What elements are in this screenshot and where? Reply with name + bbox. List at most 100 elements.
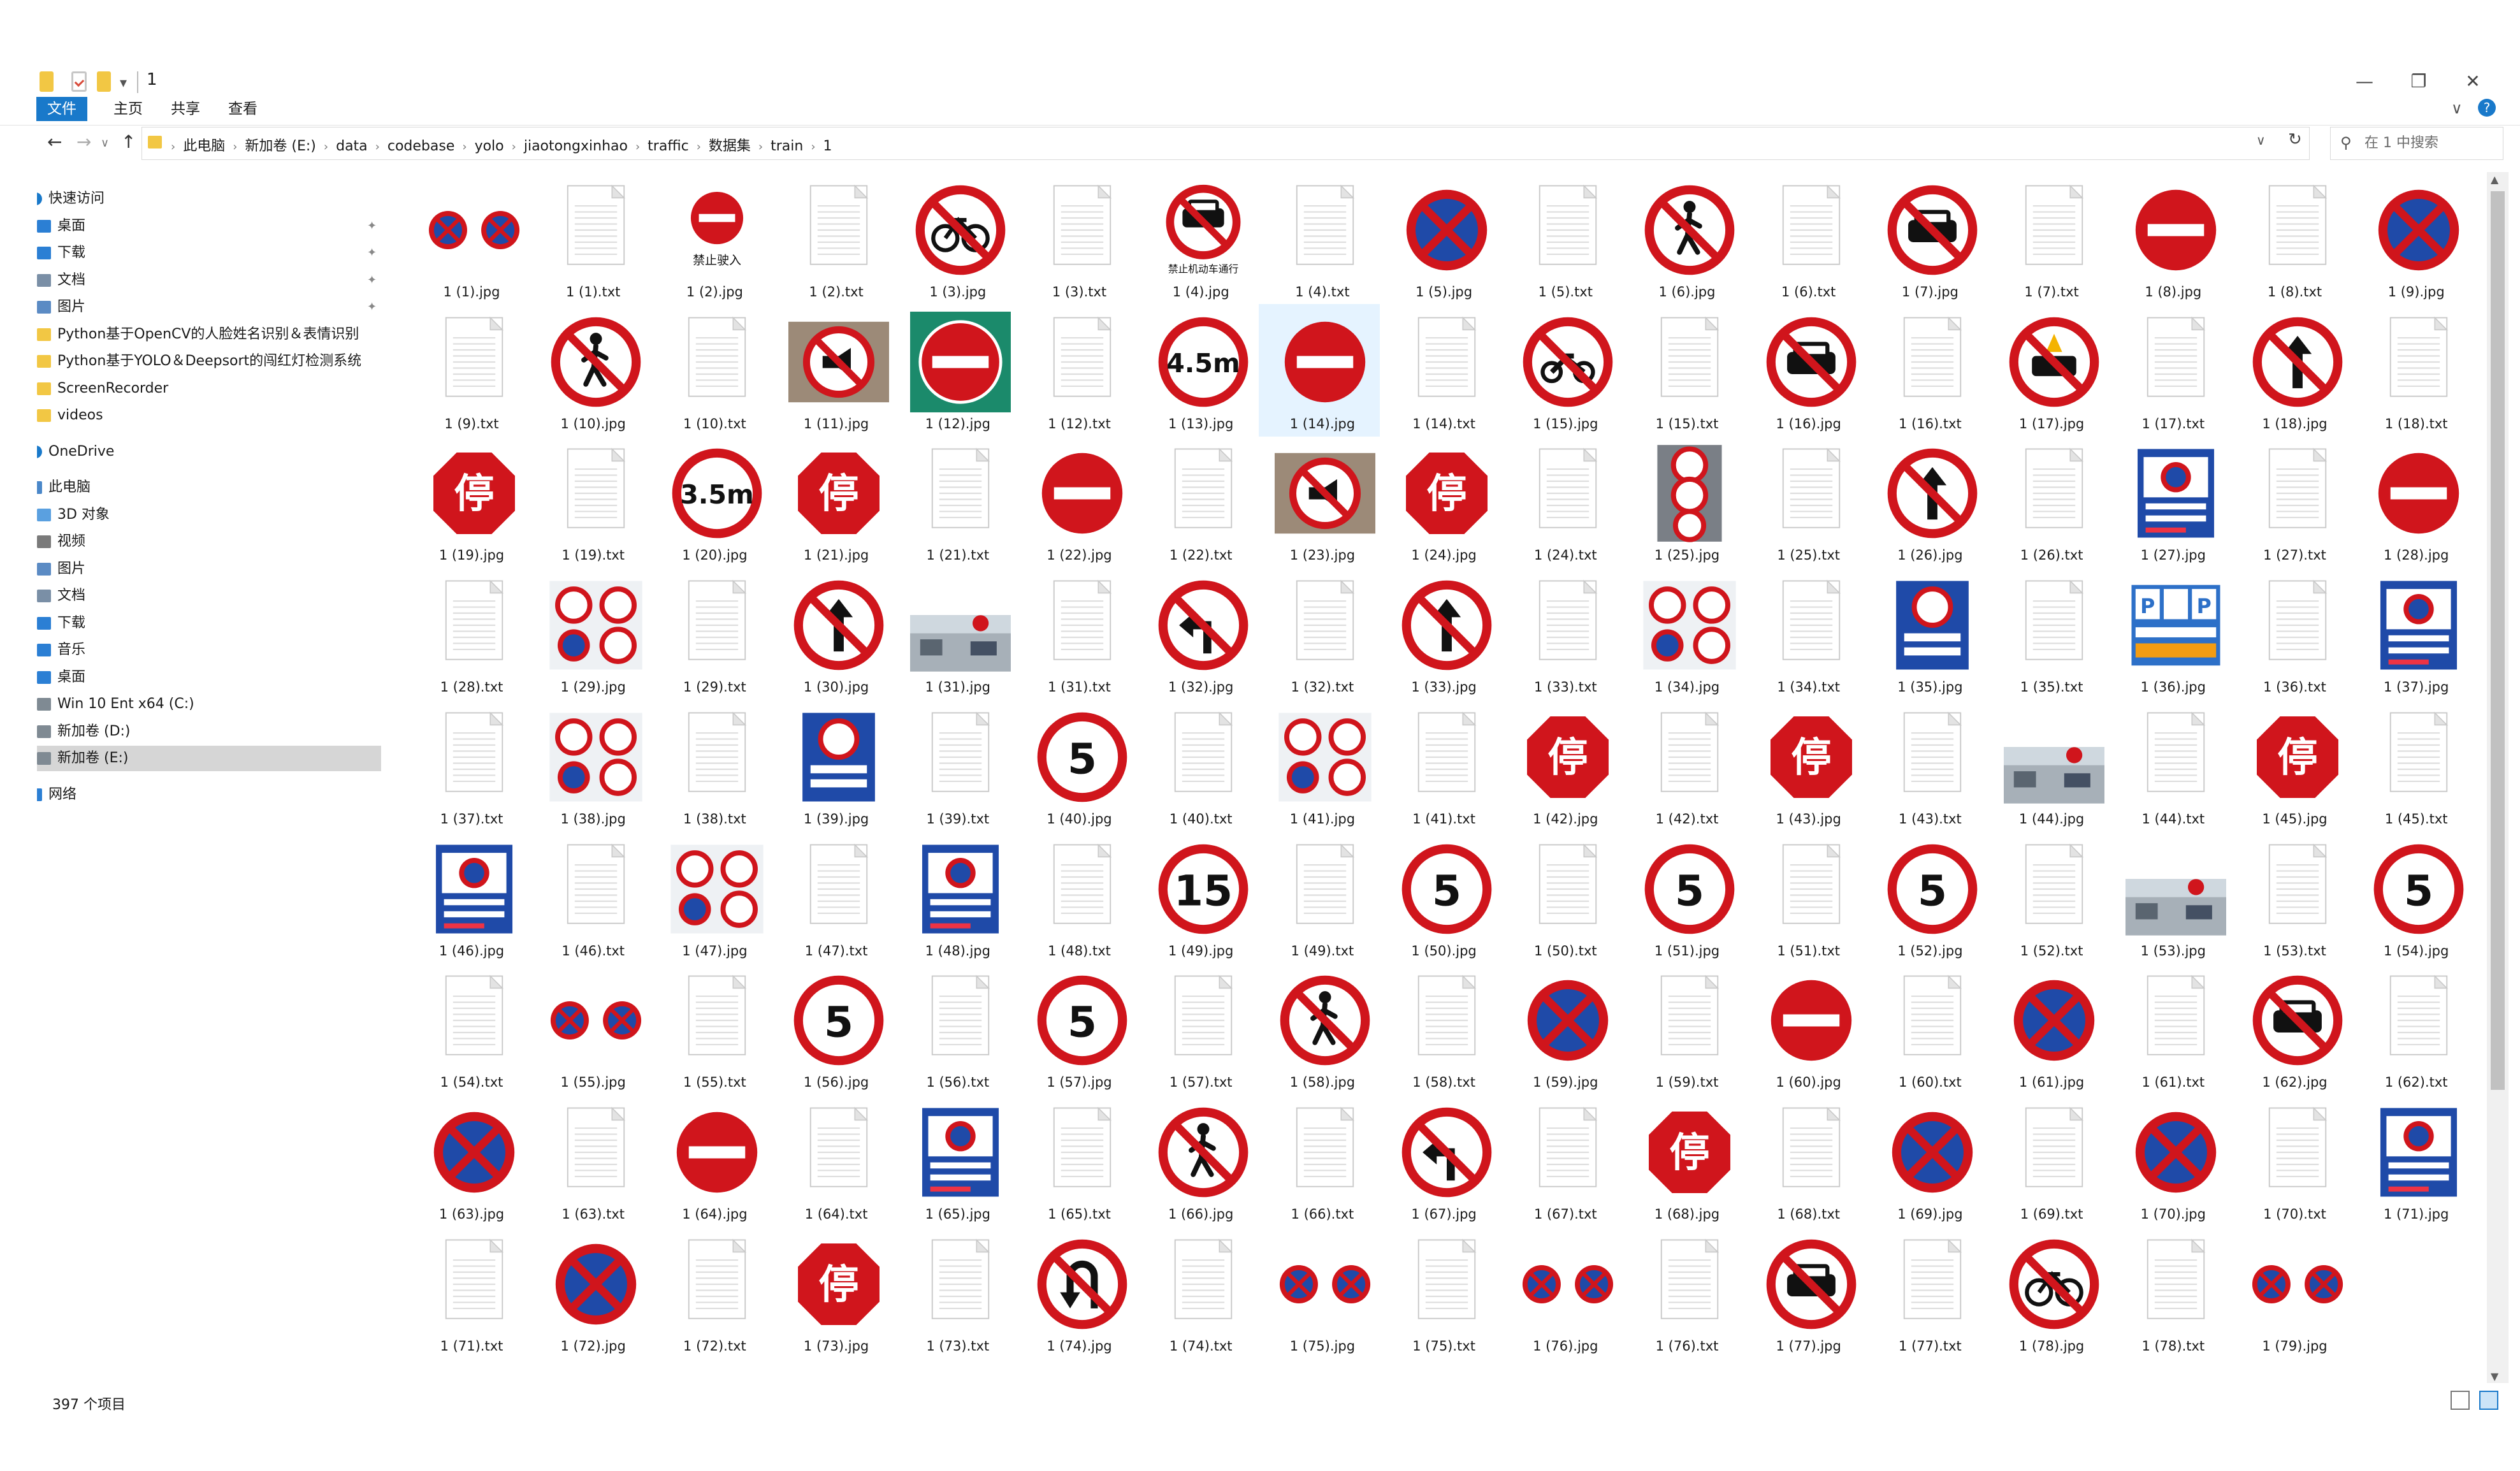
image-file-item[interactable]: 1 (31).jpg	[894, 567, 1015, 700]
image-file-item[interactable]: 1 (28).jpg	[2352, 435, 2473, 568]
image-file-item[interactable]: 5 1 (54).jpg	[2352, 831, 2473, 964]
text-file-item[interactable]: 1 (62).txt	[2352, 962, 2473, 1095]
scroll-up-icon[interactable]: ▲	[2491, 173, 2499, 185]
nav-item[interactable]: OneDrive	[37, 439, 381, 465]
text-file-item[interactable]: 1 (14).txt	[1380, 304, 1502, 437]
refresh-icon[interactable]: ↻	[2288, 130, 2302, 149]
text-file-item[interactable]: 1 (35).txt	[1988, 567, 2109, 700]
address-bar[interactable]	[141, 127, 2310, 160]
image-file-item[interactable]: 1 (39).jpg	[772, 699, 894, 832]
image-file-item[interactable]: 1 (79).jpg	[2231, 1226, 2352, 1359]
image-file-item[interactable]: 1 (71).jpg	[2352, 1094, 2473, 1227]
image-file-item[interactable]: 1 (66).jpg	[1137, 1094, 1258, 1227]
text-file-item[interactable]: 1 (1).txt	[530, 172, 651, 305]
image-file-item[interactable]: 1 (64).jpg	[651, 1094, 772, 1227]
text-file-item[interactable]: 1 (49).txt	[1259, 831, 1380, 964]
image-file-item[interactable]: 1 (26).jpg	[1866, 435, 1987, 568]
breadcrumb-separator-icon[interactable]: ›	[462, 140, 467, 154]
tab-home[interactable]: 主页	[113, 101, 143, 117]
text-file-item[interactable]: 1 (67).txt	[1502, 1094, 1623, 1227]
text-file-item[interactable]: 1 (71).txt	[408, 1226, 529, 1359]
image-file-item[interactable]: 5 1 (56).jpg	[772, 962, 894, 1095]
image-file-item[interactable]: 1 (14).jpg	[1258, 303, 1380, 437]
breadcrumb-item[interactable]: yolo	[474, 138, 504, 154]
text-file-item[interactable]: 1 (31).txt	[1016, 567, 1137, 700]
image-file-item[interactable]: 1 (8).jpg	[2110, 172, 2231, 305]
new-folder-icon[interactable]	[97, 71, 111, 92]
text-file-item[interactable]: 1 (16).txt	[1866, 304, 1987, 437]
image-file-item[interactable]: 5 1 (50).jpg	[1380, 831, 1502, 964]
image-file-item[interactable]: 禁止驶入 1 (2).jpg	[651, 172, 772, 305]
text-file-item[interactable]: 1 (40).txt	[1137, 699, 1258, 832]
text-file-item[interactable]: 1 (56).txt	[894, 962, 1015, 1095]
close-button[interactable]: ✕	[2465, 71, 2480, 92]
text-file-item[interactable]: 1 (6).txt	[1745, 172, 1866, 305]
image-file-item[interactable]: 1 (29).jpg	[530, 567, 651, 700]
image-file-item[interactable]: 1 (34).jpg	[1623, 567, 1744, 700]
text-file-item[interactable]: 1 (63).txt	[530, 1094, 651, 1227]
nav-item[interactable]: Win 10 Ent x64 (C:)	[37, 692, 381, 717]
image-file-item[interactable]: 1 (35).jpg	[1866, 567, 1987, 700]
text-file-item[interactable]: 1 (21).txt	[894, 435, 1015, 568]
text-file-item[interactable]: 1 (46).txt	[530, 831, 651, 964]
image-file-item[interactable]: 停 1 (45).jpg	[2231, 699, 2352, 832]
nav-item[interactable]: 此电脑	[37, 475, 381, 500]
text-file-item[interactable]: 1 (2).txt	[772, 172, 894, 305]
image-file-item[interactable]: 5 1 (52).jpg	[1866, 831, 1987, 964]
text-file-item[interactable]: 1 (28).txt	[408, 567, 529, 700]
quick-access-dropdown-icon[interactable]: ▾	[120, 75, 127, 91]
nav-item[interactable]: Python基于OpenCV的人脸姓名识别＆表情识别	[37, 322, 381, 347]
image-file-item[interactable]: 1 (9).jpg	[2352, 172, 2473, 305]
nav-item[interactable]: Python基于YOLO＆Deepsort的闯红灯检测系统	[37, 349, 381, 374]
breadcrumb-item[interactable]: jiaotongxinhao	[523, 138, 628, 154]
image-file-item[interactable]: 1 (70).jpg	[2110, 1094, 2231, 1227]
breadcrumb-item[interactable]: 数据集	[708, 138, 751, 154]
text-file-item[interactable]: 1 (39).txt	[894, 699, 1015, 832]
text-file-item[interactable]: 1 (5).txt	[1502, 172, 1623, 305]
forward-button[interactable]: →	[76, 131, 92, 152]
nav-item[interactable]: 桌面	[37, 665, 381, 690]
image-file-item[interactable]: 1 (62).jpg	[2231, 962, 2352, 1095]
text-file-item[interactable]: 1 (73).txt	[894, 1226, 1015, 1359]
image-file-item[interactable]: 5 1 (51).jpg	[1623, 831, 1744, 964]
text-file-item[interactable]: 1 (34).txt	[1745, 567, 1866, 700]
image-file-item[interactable]: 1 (5).jpg	[1380, 172, 1502, 305]
text-file-item[interactable]: 1 (77).txt	[1866, 1226, 1987, 1359]
image-file-item[interactable]: 1 (27).jpg	[2110, 435, 2231, 568]
text-file-item[interactable]: 1 (15).txt	[1623, 304, 1744, 437]
text-file-item[interactable]: 1 (69).txt	[1988, 1094, 2109, 1227]
breadcrumb-item[interactable]: 1	[823, 138, 832, 154]
breadcrumb-separator-icon[interactable]: ›	[511, 140, 516, 154]
image-file-item[interactable]: 1 (47).jpg	[651, 831, 772, 964]
image-file-item[interactable]: 1 (44).jpg	[1988, 699, 2109, 832]
image-file-item[interactable]: 1 (17).jpg	[1988, 304, 2109, 437]
image-file-item[interactable]: 1 (77).jpg	[1745, 1226, 1866, 1359]
text-file-item[interactable]: 1 (60).txt	[1866, 962, 1987, 1095]
text-file-item[interactable]: 1 (48).txt	[1016, 831, 1137, 964]
image-file-item[interactable]: 停 1 (43).jpg	[1745, 699, 1866, 832]
image-file-item[interactable]: 1 (59).jpg	[1502, 962, 1623, 1095]
text-file-item[interactable]: 1 (50).txt	[1502, 831, 1623, 964]
image-file-item[interactable]: 5 1 (40).jpg	[1016, 699, 1137, 832]
text-file-item[interactable]: 1 (66).txt	[1259, 1094, 1380, 1227]
image-file-item[interactable]: 1 (67).jpg	[1380, 1094, 1502, 1227]
text-file-item[interactable]: 1 (32).txt	[1259, 567, 1380, 700]
tab-view[interactable]: 查看	[228, 101, 257, 117]
details-view-icon[interactable]	[2451, 1391, 2470, 1410]
image-file-item[interactable]: 停 1 (21).jpg	[772, 435, 894, 568]
text-file-item[interactable]: 1 (78).txt	[2110, 1226, 2231, 1359]
text-file-item[interactable]: 1 (33).txt	[1502, 567, 1623, 700]
image-file-item[interactable]: 1 (63).jpg	[408, 1094, 529, 1227]
image-file-item[interactable]: 1 (16).jpg	[1745, 304, 1866, 437]
text-file-item[interactable]: 1 (7).txt	[1988, 172, 2109, 305]
text-file-item[interactable]: 1 (58).txt	[1380, 962, 1502, 1095]
image-file-item[interactable]: 1 (58).jpg	[1259, 962, 1380, 1095]
text-file-item[interactable]: 1 (27).txt	[2231, 435, 2352, 568]
properties-icon[interactable]	[71, 71, 87, 92]
minimize-button[interactable]: —	[2356, 71, 2373, 92]
image-file-item[interactable]: 1 (53).jpg	[2110, 831, 2231, 964]
nav-item[interactable]: 音乐	[37, 637, 381, 663]
back-button[interactable]: ←	[47, 131, 62, 152]
image-file-item[interactable]: 1 (61).jpg	[1988, 962, 2109, 1095]
nav-item[interactable]: 3D 对象	[37, 502, 381, 528]
